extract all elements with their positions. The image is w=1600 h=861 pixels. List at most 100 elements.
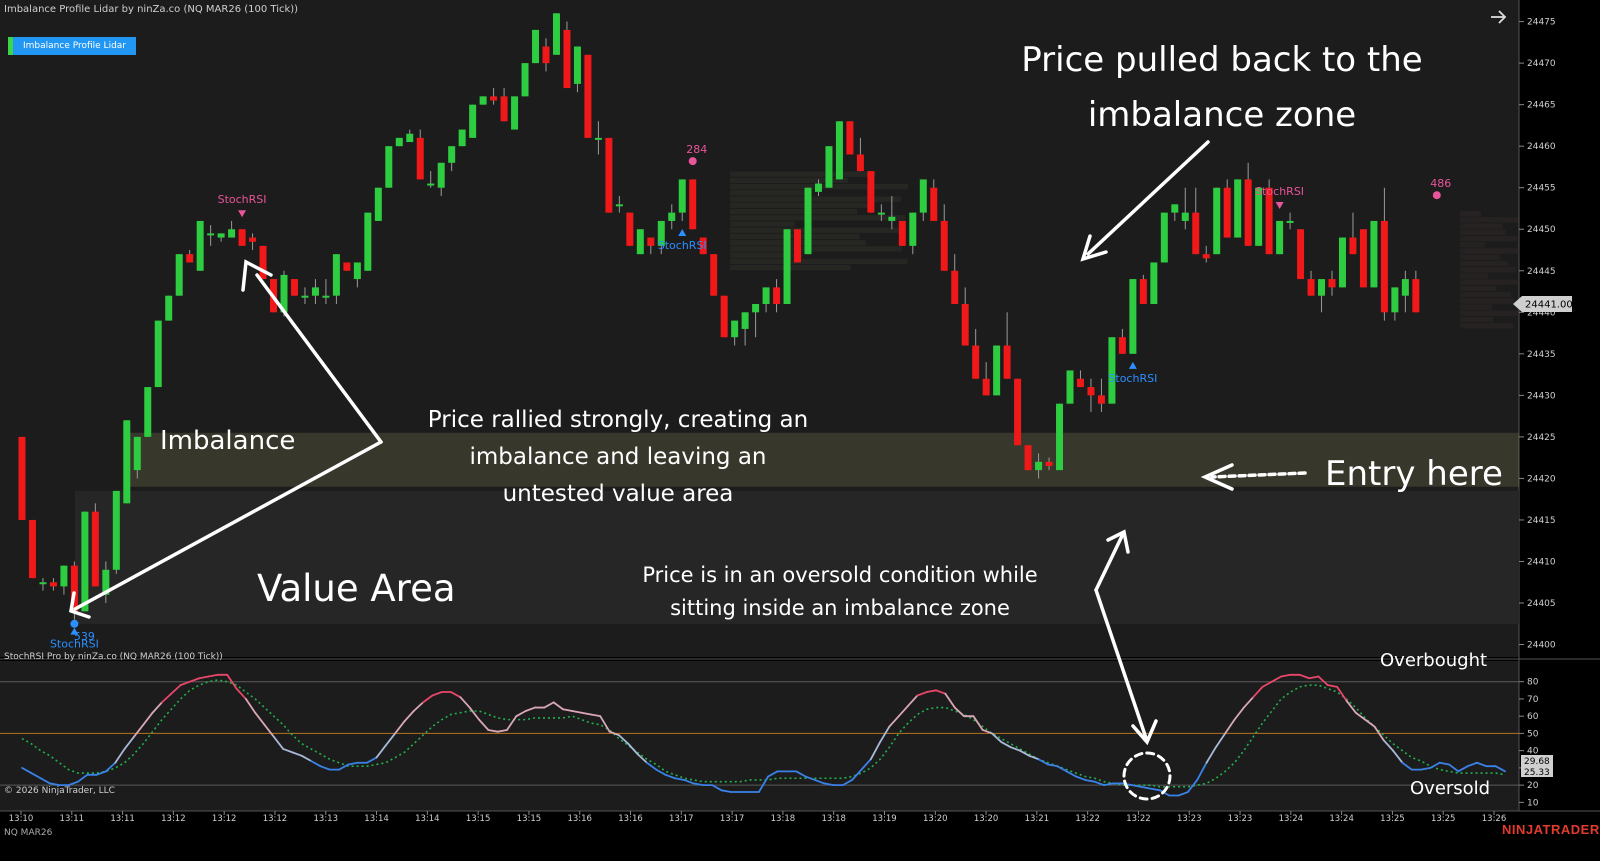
candle: [1129, 279, 1137, 354]
stoch-panel[interactable]: [0, 661, 1519, 811]
price-tick-label: 24470: [1527, 59, 1556, 69]
candles: [18, 13, 1420, 620]
time-tick-label: 13:13: [314, 814, 339, 824]
candle: [1160, 212, 1168, 263]
subpanel-title: StochRSI Pro by ninZa.co (NQ MAR26 (100 …: [4, 652, 223, 662]
candle: [1213, 187, 1221, 255]
oversold-label: Oversold: [1410, 778, 1491, 799]
candle: [563, 21, 571, 89]
time-tick-label: 13:15: [466, 814, 491, 824]
oversold-arrowhead-up: [1106, 529, 1130, 554]
candle: [909, 212, 917, 255]
pullback-line-2: imbalance zone: [1087, 95, 1357, 135]
candle: [290, 279, 298, 296]
candle: [1118, 328, 1126, 354]
candle: [1097, 378, 1105, 412]
entry-arrowhead: [1200, 463, 1234, 491]
imbalance-label: Imbalance: [160, 426, 296, 456]
time-tick-label: 13:17: [669, 814, 694, 824]
candle: [1391, 287, 1399, 321]
candle: [699, 237, 707, 255]
candle: [521, 63, 529, 97]
candle: [762, 287, 770, 313]
signal-buy: StochRSI: [658, 228, 707, 252]
candle: [427, 171, 435, 188]
candle: [594, 121, 602, 155]
stoch-value-tags: 29.68 25.33: [1521, 755, 1553, 778]
candle: [773, 279, 781, 313]
candle: [741, 312, 749, 346]
candle: [856, 137, 864, 172]
time-tick-label: 13:12: [263, 814, 288, 824]
price-axis[interactable]: 24400 24405 24410 24415 24420 24425 24430 24435…: [1519, 18, 1556, 651]
candle: [301, 287, 309, 304]
rally-arrow-up: [255, 273, 383, 444]
candle: [552, 13, 560, 55]
candle: [1328, 270, 1336, 296]
candle: [783, 229, 791, 304]
candle: [993, 345, 1001, 396]
rally-arrow-down: [73, 440, 383, 611]
candle: [1412, 270, 1420, 313]
arrow-right-icon[interactable]: [1491, 10, 1507, 24]
candle: [1056, 403, 1064, 471]
annotation-arrows: [69, 140, 1307, 801]
candle: [1349, 212, 1357, 255]
candle: [196, 220, 204, 271]
oversold-circle: [1122, 751, 1172, 801]
signal-label: StochRSI: [1108, 372, 1157, 385]
price-tick-label: 24410: [1527, 557, 1556, 567]
pullback-arrowhead: [1080, 234, 1108, 262]
candle: [1370, 220, 1378, 288]
candle: [165, 295, 173, 321]
candle: [1380, 187, 1388, 321]
pullback-annotation: Price pulled back to the imbalance zone: [990, 33, 1454, 143]
price-tick-label: 24420: [1527, 474, 1556, 484]
time-tick-label: 13:22: [1126, 814, 1151, 824]
price-tick-label: 24465: [1527, 101, 1556, 111]
stoch-value-1: 29.68: [1524, 757, 1550, 767]
pullback-arrow: [1086, 140, 1210, 256]
candle: [406, 129, 414, 143]
candle: [1181, 187, 1189, 230]
candle: [353, 262, 361, 288]
candle: [1150, 262, 1158, 304]
time-tick-label: 13:25: [1380, 814, 1405, 824]
time-tick-label: 13:24: [1329, 814, 1354, 824]
indicator-button[interactable]: Imbalance Profile Lidar: [8, 37, 137, 55]
price-tick-label: 24440: [1527, 308, 1556, 318]
candle: [479, 96, 487, 105]
time-axis[interactable]: 13:10 13:11 13:11 13:12 13:12 13:12 13:13 13:14…: [9, 811, 1507, 824]
time-tick-label: 13:26: [1482, 814, 1507, 824]
candle: [584, 54, 592, 138]
candle: [39, 578, 47, 591]
rally-line-1: Price rallied strongly, creating an: [427, 407, 809, 433]
candle: [1202, 245, 1210, 263]
candle: [898, 220, 906, 246]
instrument-tab[interactable]: NQ MAR26: [4, 828, 53, 838]
time-tick-label: 13:12: [161, 814, 186, 824]
rally-arrowhead-down: [69, 591, 91, 619]
candle: [794, 229, 802, 263]
oversold-note-line-1: Price is in an oversold condition while: [642, 563, 1038, 587]
candle: [1338, 237, 1346, 288]
time-tick-label: 13:16: [618, 814, 643, 824]
candle: [81, 511, 89, 612]
candle: [542, 38, 550, 72]
candle: [364, 212, 372, 271]
price-tick-label: 24430: [1527, 391, 1556, 401]
candle: [814, 179, 822, 197]
candle: [678, 179, 686, 221]
candle: [1076, 370, 1084, 388]
candle: [1171, 204, 1179, 221]
time-tick-label: 13:24: [1279, 814, 1304, 824]
candle: [511, 96, 519, 130]
time-tick-label: 13:20: [923, 814, 948, 824]
rally-annotation: Price rallied strongly, creating an imba…: [388, 402, 848, 513]
signal-label: StochRSI: [658, 239, 707, 252]
last-price-label: 24441.00: [1525, 299, 1573, 310]
candle: [615, 196, 623, 213]
candle: [825, 146, 833, 188]
time-tick-label: 13:11: [110, 814, 135, 824]
